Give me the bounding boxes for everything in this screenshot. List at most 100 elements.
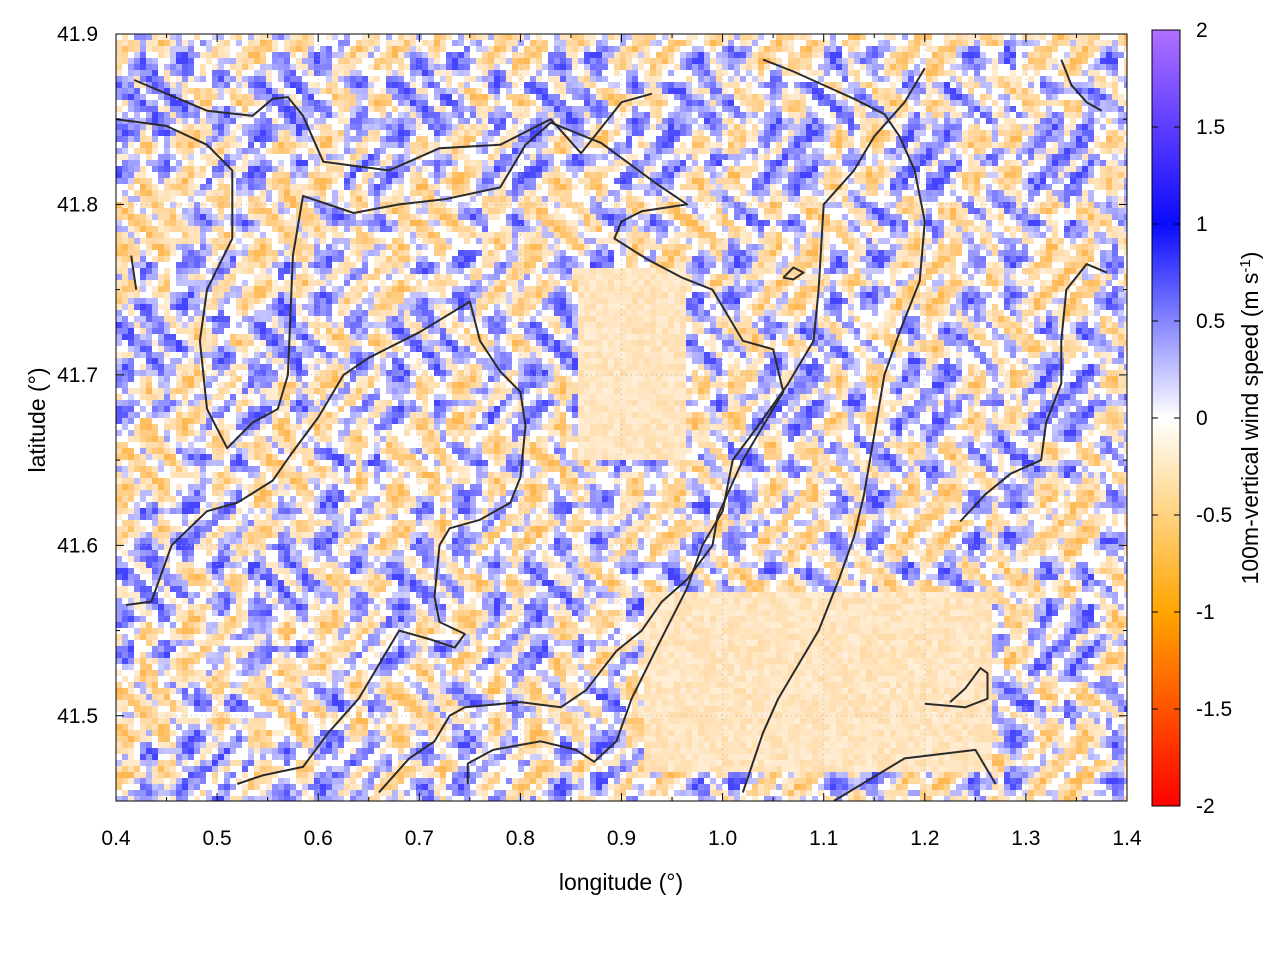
heatmap-cell bbox=[926, 154, 932, 160]
heatmap-cell bbox=[662, 220, 668, 226]
heatmap-cell bbox=[932, 82, 938, 88]
heatmap-cell bbox=[632, 160, 638, 166]
heatmap-cell bbox=[428, 64, 434, 70]
heatmap-cell bbox=[1088, 136, 1094, 142]
heatmap-cell bbox=[374, 190, 380, 196]
heatmap-cell bbox=[578, 178, 584, 184]
heatmap-cell bbox=[512, 142, 518, 148]
heatmap-cell bbox=[1094, 226, 1100, 232]
heatmap-cell bbox=[212, 88, 218, 94]
heatmap-cell bbox=[800, 160, 806, 166]
heatmap-cell bbox=[914, 34, 920, 40]
heatmap-cell bbox=[968, 64, 974, 70]
heatmap-cell bbox=[368, 52, 374, 58]
heatmap-cell bbox=[212, 238, 218, 244]
heatmap-cell bbox=[1106, 178, 1112, 184]
heatmap-cell bbox=[1070, 70, 1076, 76]
heatmap-cell bbox=[1088, 118, 1094, 124]
heatmap-cell bbox=[734, 88, 740, 94]
heatmap-cell bbox=[416, 220, 422, 226]
heatmap-cell bbox=[734, 148, 740, 154]
heatmap-cell bbox=[338, 172, 344, 178]
heatmap-cell bbox=[758, 82, 764, 88]
heatmap-cell bbox=[818, 94, 824, 100]
heatmap-cell bbox=[872, 184, 878, 190]
heatmap-cell bbox=[254, 52, 260, 58]
heatmap-cell bbox=[806, 136, 812, 142]
heatmap-cell bbox=[254, 154, 260, 160]
heatmap-cell bbox=[698, 70, 704, 76]
heatmap-cell bbox=[428, 40, 434, 46]
heatmap-cell bbox=[596, 214, 602, 220]
heatmap-cell bbox=[980, 244, 986, 250]
heatmap-cell bbox=[962, 64, 968, 70]
heatmap-cell bbox=[446, 82, 452, 88]
heatmap-cell bbox=[626, 52, 632, 58]
heatmap-cell bbox=[656, 106, 662, 112]
heatmap-cell bbox=[998, 130, 1004, 136]
heatmap-cell bbox=[482, 100, 488, 106]
heatmap-cell bbox=[188, 220, 194, 226]
heatmap-cell bbox=[752, 112, 758, 118]
heatmap-cell bbox=[194, 94, 200, 100]
heatmap-cell bbox=[656, 214, 662, 220]
heatmap-cell bbox=[506, 46, 512, 52]
heatmap-cell bbox=[818, 124, 824, 130]
heatmap-cell bbox=[1106, 52, 1112, 58]
heatmap-cell bbox=[1022, 232, 1028, 238]
heatmap-cell bbox=[626, 106, 632, 112]
heatmap-cell bbox=[908, 196, 914, 202]
heatmap-cell bbox=[890, 148, 896, 154]
heatmap-cell bbox=[746, 190, 752, 196]
heatmap-cell bbox=[494, 118, 500, 124]
heatmap-cell bbox=[1064, 160, 1070, 166]
heatmap-cell bbox=[248, 190, 254, 196]
heatmap-cell bbox=[320, 64, 326, 70]
heatmap-cell bbox=[980, 82, 986, 88]
heatmap-cell bbox=[608, 52, 614, 58]
heatmap-cell bbox=[638, 124, 644, 130]
heatmap-cell bbox=[440, 64, 446, 70]
heatmap-cell bbox=[998, 208, 1004, 214]
heatmap-cell bbox=[554, 82, 560, 88]
heatmap-cell bbox=[380, 190, 386, 196]
heatmap-cell bbox=[398, 76, 404, 82]
heatmap-cell bbox=[986, 94, 992, 100]
heatmap-cell bbox=[392, 250, 398, 256]
heatmap-cell bbox=[152, 112, 158, 118]
heatmap-cell bbox=[830, 58, 836, 64]
heatmap-cell bbox=[500, 124, 506, 130]
heatmap-cell bbox=[830, 154, 836, 160]
heatmap-cell bbox=[398, 88, 404, 94]
heatmap-cell bbox=[752, 190, 758, 196]
heatmap-cell bbox=[1028, 82, 1034, 88]
heatmap-cell bbox=[122, 76, 128, 82]
heatmap-cell bbox=[218, 52, 224, 58]
heatmap-cell bbox=[176, 190, 182, 196]
heatmap-cell bbox=[536, 196, 542, 202]
heatmap-cell bbox=[914, 130, 920, 136]
heatmap-cell bbox=[308, 106, 314, 112]
heatmap-cell bbox=[374, 184, 380, 190]
heatmap-cell bbox=[188, 232, 194, 238]
heatmap-cell bbox=[248, 64, 254, 70]
heatmap-cell bbox=[182, 88, 188, 94]
heatmap-cell bbox=[836, 250, 842, 256]
heatmap-cell bbox=[716, 190, 722, 196]
heatmap-cell bbox=[146, 148, 152, 154]
heatmap-cell bbox=[158, 250, 164, 256]
heatmap-cell bbox=[1010, 190, 1016, 196]
heatmap-cell bbox=[470, 40, 476, 46]
heatmap-cell bbox=[914, 52, 920, 58]
heatmap-cell bbox=[1076, 232, 1082, 238]
heatmap-cell bbox=[1046, 94, 1052, 100]
heatmap-cell bbox=[836, 58, 842, 64]
heatmap-cell bbox=[524, 58, 530, 64]
heatmap-cell bbox=[200, 130, 206, 136]
heatmap-cell bbox=[884, 106, 890, 112]
heatmap-cell bbox=[404, 94, 410, 100]
heatmap-cell bbox=[146, 196, 152, 202]
heatmap-cell bbox=[374, 136, 380, 142]
heatmap-cell bbox=[896, 172, 902, 178]
heatmap-cell bbox=[320, 118, 326, 124]
